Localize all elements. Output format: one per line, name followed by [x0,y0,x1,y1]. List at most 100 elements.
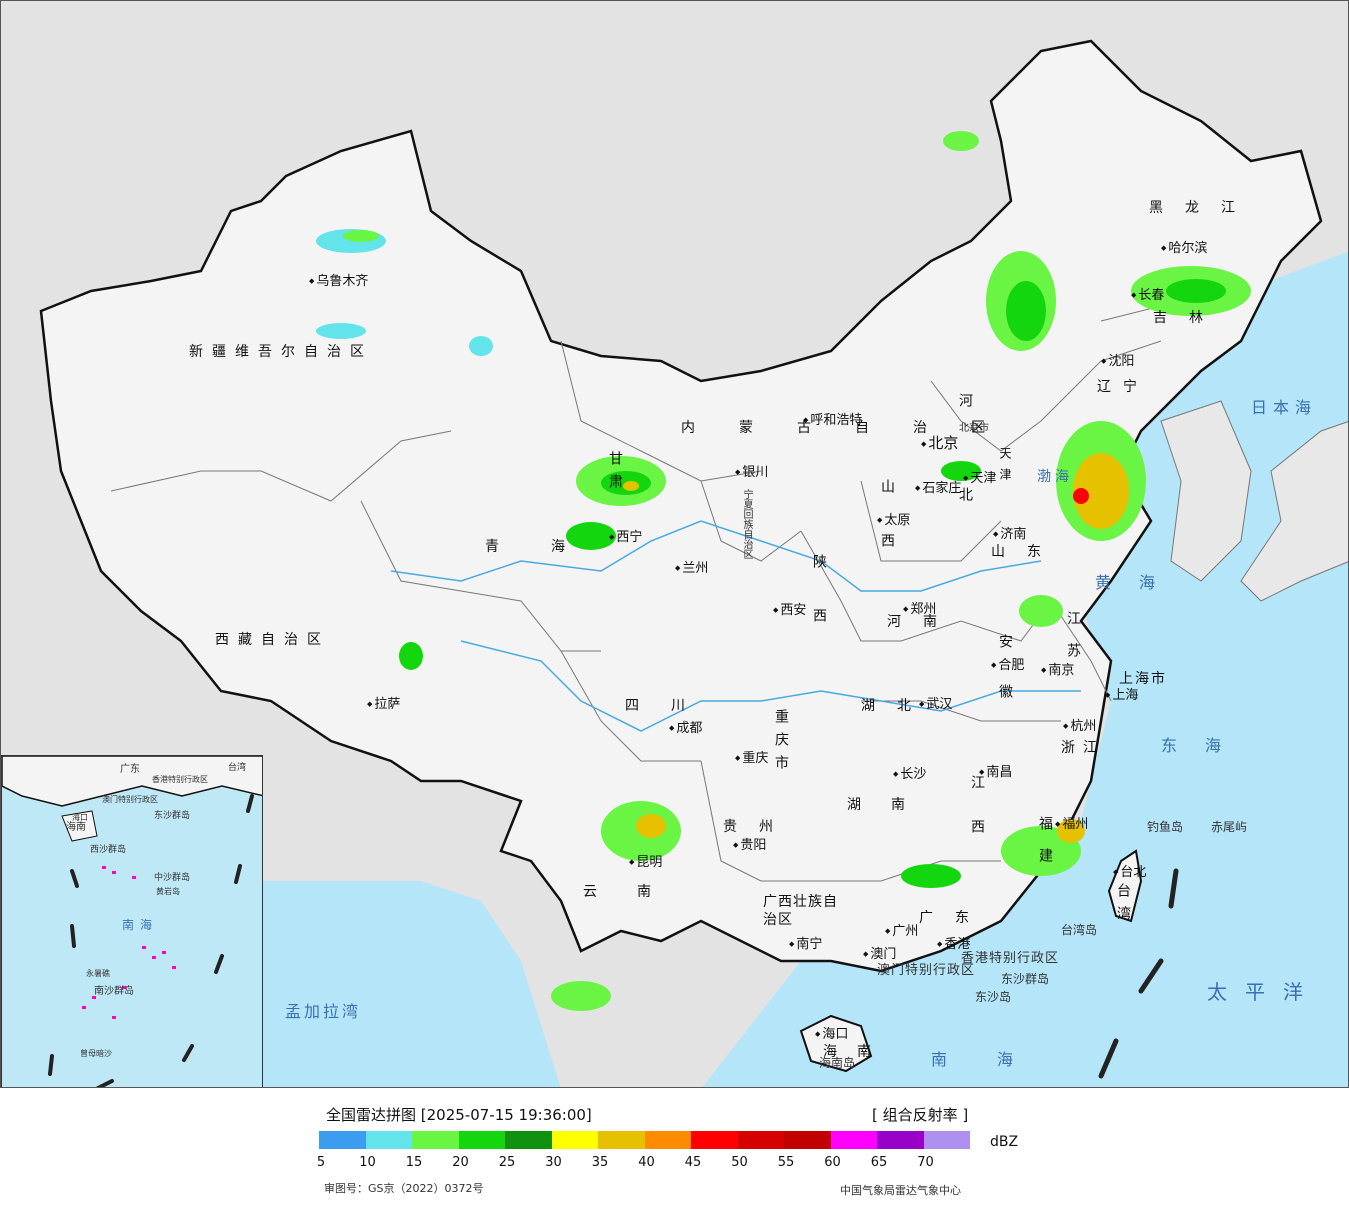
city-label-changchun: 长春 [1131,284,1164,303]
province-label-hebei: 河北 [957,393,973,581]
province-label-chongqing: 重庆市 [773,709,789,778]
city-label-hohhot: 呼和浩特 [803,409,862,428]
legend-swatch-9 [737,1131,784,1149]
city-label-nanchang: 南昌 [979,761,1012,780]
province-label-hunan: 湖南 [847,797,935,813]
city-label-taiyuan: 太原 [877,509,910,528]
inset-label-zhongsha: 中沙群岛 [154,873,191,883]
legend-tick-60: 60 [824,1155,841,1170]
inset-label-guangdong: 广东 [120,764,140,775]
legend-swatch-10 [784,1131,831,1149]
city-label-zhengzhou: 郑州 [903,598,936,617]
legend-product: [ 组合反射率 ] [872,1106,969,1124]
province-label-xizang: 西藏自治区 [215,632,330,648]
legend-swatch-3 [458,1131,505,1149]
legend-approval-number: 审图号：GS京（2022）0372号 [324,1182,484,1195]
city-label-hangzhou: 杭州 [1063,715,1096,734]
province-label-shandong: 山东 [991,544,1063,560]
legend-ticks: 5 10 15 20 25 30 35 40 45 50 55 60 65 70 [317,1155,979,1173]
province-label-qinghai: 青海 [485,539,617,555]
city-label-beijing: 北京 [921,432,958,453]
sea-label-bohai: 渤海 [1037,469,1073,485]
sea-label-riben: 日本海 [1251,398,1318,417]
city-label-taibei: 台北 [1113,861,1146,880]
inset-label-macau: 澳门特别行政区 [102,795,158,804]
province-label-xinjiang: 新疆维吾尔自治区 [189,344,373,360]
city-label-shenyang: 沈阳 [1101,350,1134,369]
inset-label-nanhai: 南海 [122,918,159,932]
province-label-liaoning: 辽宁 [1097,379,1149,395]
province-label-yunnan: 云南 [583,884,691,900]
province-label-guangdong: 广东 [919,910,991,926]
province-label-jiangxi: 江西 [969,775,985,863]
city-label-lanzhou: 兰州 [675,557,708,576]
sea-boundary-dashes [1098,868,1179,1079]
province-label-hainan: 海南 [823,1044,891,1060]
province-label-jilin: 吉林 [1153,310,1225,326]
province-label-shaanxi: 陕西 [811,554,827,662]
legend-tick-70: 70 [917,1155,934,1170]
island-label-dongsha-dao: 东沙岛 [975,990,1012,1004]
inset-label-nansha: 南沙群岛 [94,986,134,997]
city-label-macau: 澳门 [863,943,896,962]
legend-swatch-5 [551,1131,598,1149]
legend-tick-55: 55 [777,1155,795,1170]
inset-label-huangyan: 黄岩岛 [156,887,180,896]
inset-label-hongkong: 香港特别行政区 [152,775,208,784]
sea-label-donghai: 东海 [1161,736,1250,755]
city-label-chongqing: 重庆 [735,747,768,766]
japan-islands [1240,421,1348,602]
province-label-hubei: 湖北 [861,698,933,714]
inset-canvas [2,756,262,1087]
city-label-guangzhou: 广州 [885,920,918,939]
legend-swatch-7 [644,1131,691,1149]
inset-label-hainan: 海南 [66,822,86,833]
inset-label-xisha: 西沙群岛 [90,845,127,855]
legend-swatch-2 [412,1131,459,1149]
province-label-henan: 河南 [887,614,959,630]
legend-tick-25: 25 [498,1155,516,1170]
province-label-sichuan: 四川 [625,698,717,714]
city-label-kunming: 昆明 [629,851,662,870]
city-label-chengdu: 成都 [669,717,702,736]
province-label-tianjin: 天津 [998,447,1012,489]
inset-label-yongshu: 永暑礁 [86,969,110,978]
island-label-hainan-dao: 海南岛 [819,1056,856,1070]
province-label-beijing: 北京市 [959,423,989,434]
island-label-chiwei: 赤尾屿 [1211,820,1248,834]
inset-label-dongsha: 东沙群岛 [154,811,191,821]
city-label-tianjin: 天津 [963,467,996,486]
city-label-xining: 西宁 [609,526,642,545]
city-label-lhasa: 拉萨 [367,693,400,712]
city-label-nanning: 南宁 [789,933,822,952]
legend-swatch-13 [923,1131,970,1149]
city-label-jinan: 济南 [993,523,1026,542]
ocean-bay-of-bengal [263,881,561,1087]
province-label-hongkong: 香港特别行政区 [961,951,1060,966]
island-label-dongsha-qundao: 东沙群岛 [1001,972,1050,986]
legend-swatch-8 [691,1131,738,1149]
city-label-fuzhou: 福州 [1055,813,1088,832]
legend-panel: 全国雷达拼图 [2025-07-15 19:36:00] [ 组合反射率 ] d… [0,1088,1349,1208]
legend-tick-20: 20 [452,1155,469,1170]
radar-echoes [316,131,1251,1011]
legend-title: 全国雷达拼图 [2025-07-15 19:36:00] [326,1106,592,1124]
legend-swatch-6 [598,1131,645,1149]
province-label-shanghai: 上海市 [1119,671,1167,687]
legend-swatch-1 [365,1131,412,1149]
legend-swatch-11 [830,1131,877,1149]
korea-peninsula [1160,400,1252,582]
province-label-fujian: 福建 [1037,816,1053,880]
rivers [390,520,1081,732]
legend-tick-15: 15 [405,1155,423,1170]
inset-label-zengmu: 曾母暗沙 [80,1049,112,1058]
sea-label-mengjiala: 孟加拉湾 [285,1002,362,1021]
legend-tick-35: 35 [591,1155,609,1170]
south-china-sea-inset: 海南 南海 西沙群岛 中沙群岛 南沙群岛 东沙群岛 广东 台湾 香港特别行政区 … [1,755,263,1087]
province-label-gansu: 甘肃 [607,451,623,497]
province-label-guizhou: 贵州 [723,819,795,835]
island-label-diaoyu: 钓鱼岛 [1147,820,1184,834]
city-label-wuhan: 武汉 [919,693,952,712]
province-label-anhui: 安徽 [997,634,1013,734]
province-label-ningxia: 宁夏回族自治区 [741,489,752,559]
